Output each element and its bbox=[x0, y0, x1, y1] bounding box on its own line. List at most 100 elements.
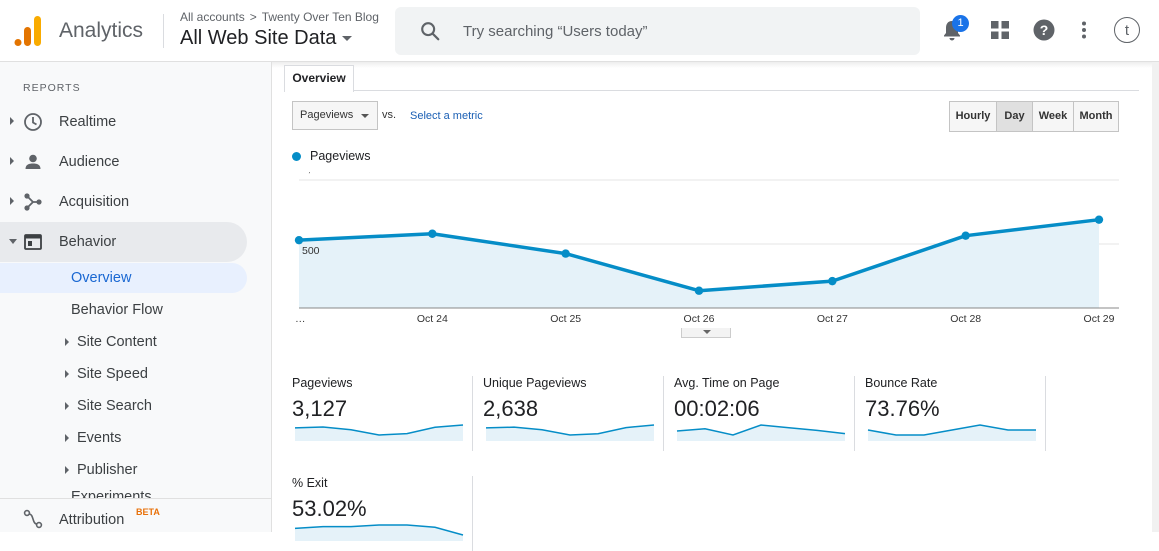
sidebar-sub-experiments[interactable]: Experiments bbox=[71, 489, 152, 498]
sub-item-label: Site Speed bbox=[77, 366, 148, 382]
person-icon bbox=[25, 154, 41, 169]
expand-arrow-icon bbox=[65, 370, 69, 378]
clock-icon bbox=[24, 113, 42, 131]
data-point bbox=[694, 286, 704, 295]
search-input[interactable] bbox=[463, 7, 903, 55]
x-tick-label: Oct 28 bbox=[950, 313, 981, 325]
metric-name: Bounce Rate bbox=[865, 376, 938, 390]
analytics-logo[interactable] bbox=[14, 16, 42, 46]
expand-arrow-icon bbox=[65, 338, 69, 346]
expand-arrow-icon bbox=[10, 157, 14, 165]
acquisition-icon bbox=[24, 193, 42, 211]
app-name: Analytics bbox=[59, 19, 144, 42]
sub-item-label: Behavior Flow bbox=[71, 302, 163, 318]
account-avatar[interactable]: t bbox=[1114, 17, 1140, 43]
sparkline-area bbox=[677, 425, 845, 441]
sidebar-item-label: Attribution bbox=[59, 512, 125, 528]
breadcrumb[interactable]: All accounts > Twenty Over Ten Blog bbox=[180, 10, 379, 24]
granularity-week[interactable]: Week bbox=[1032, 101, 1074, 132]
sparkline bbox=[676, 424, 846, 441]
sidebar-sub-site-speed[interactable]: Site Speed bbox=[0, 359, 247, 389]
notification-badge: 1 bbox=[952, 15, 969, 32]
view-selector[interactable]: All Web Site Data bbox=[180, 27, 353, 50]
metric-tile-pageviews[interactable]: Pageviews 3,127 bbox=[292, 376, 473, 451]
help-icon: ? bbox=[1033, 19, 1055, 41]
metric-dropdown[interactable]: Pageviews bbox=[292, 101, 378, 130]
sidebar-sub-overview[interactable]: Overview bbox=[0, 263, 247, 293]
sub-item-label: Site Search bbox=[77, 398, 152, 414]
tab-overview[interactable]: Overview bbox=[284, 65, 354, 92]
data-point bbox=[961, 231, 970, 240]
sparkline-line bbox=[485, 424, 655, 436]
data-point bbox=[428, 229, 437, 238]
expand-arrow-icon bbox=[65, 466, 69, 474]
metric-name: Avg. Time on Page bbox=[674, 376, 780, 390]
notifications-button[interactable]: 1 bbox=[938, 15, 969, 44]
sparkline bbox=[294, 424, 464, 441]
y-tick-label: 500 bbox=[302, 245, 320, 257]
pageviews-chart[interactable]: 1,000 500 … Oct 24 Oct 25 Oct 26 Oct 27 Oct 28 O… bbox=[272, 172, 1159, 342]
sidebar-sub-behavior-flow[interactable]: Behavior Flow bbox=[0, 295, 247, 325]
search-icon bbox=[421, 22, 440, 41]
more-options-button[interactable] bbox=[1070, 16, 1098, 44]
sidebar-sub-publisher[interactable]: Publisher bbox=[0, 455, 247, 485]
sidebar-sub-site-search[interactable]: Site Search bbox=[0, 391, 247, 421]
breadcrumb-property[interactable]: Twenty Over Ten Blog bbox=[261, 10, 379, 24]
caret-down-icon bbox=[703, 330, 711, 334]
data-point bbox=[294, 235, 304, 245]
metric-name: Pageviews bbox=[292, 376, 353, 390]
metric-value: 2,638 bbox=[483, 396, 539, 421]
sidebar-item-attribution[interactable]: Attribution BETA bbox=[0, 498, 271, 532]
collapse-arrow-icon bbox=[9, 239, 17, 244]
metric-value: 3,127 bbox=[292, 396, 348, 421]
sub-item-label: Publisher bbox=[77, 462, 138, 478]
sparkline-area bbox=[868, 425, 1036, 441]
sidebar-item-label: Audience bbox=[59, 154, 120, 170]
sparkline-line bbox=[676, 424, 846, 436]
sub-item-label: Overview bbox=[71, 270, 132, 286]
sidebar-item-realtime[interactable]: Realtime bbox=[0, 102, 247, 142]
sidebar-item-acquisition[interactable]: Acquisition bbox=[0, 182, 247, 222]
data-point bbox=[828, 276, 837, 286]
behavior-icon bbox=[24, 234, 42, 250]
avatar-letter: t bbox=[1124, 21, 1130, 39]
top-shadow bbox=[272, 62, 1159, 68]
sidebar-item-behavior[interactable]: Behavior bbox=[0, 222, 247, 262]
y-tick-label: 1,000 bbox=[302, 172, 328, 175]
metric-name: % Exit bbox=[292, 476, 328, 490]
sparkline-line bbox=[294, 424, 464, 436]
metric-dropdown-value: Pageviews bbox=[300, 109, 354, 121]
attribution-icon bbox=[23, 509, 43, 529]
select-metric-link[interactable]: Select a metric bbox=[410, 110, 483, 122]
header-divider bbox=[163, 14, 164, 48]
x-tick-label: Oct 27 bbox=[817, 313, 848, 325]
metric-tile-unique-pageviews[interactable]: Unique Pageviews 2,638 bbox=[483, 376, 664, 451]
sparkline bbox=[485, 424, 655, 441]
legend-label: Pageviews bbox=[310, 149, 371, 163]
metric-tile-bounce-rate[interactable]: Bounce Rate 73.76% bbox=[865, 376, 1046, 451]
caret-down-icon bbox=[342, 36, 353, 42]
metric-tile-avg-time-on-page[interactable]: Avg. Time on Page 00:02:06 bbox=[674, 376, 855, 451]
expand-arrow-icon bbox=[65, 402, 69, 410]
breadcrumb-accounts[interactable]: All accounts bbox=[180, 10, 245, 24]
expand-arrow-icon bbox=[65, 434, 69, 442]
series-area bbox=[299, 219, 1099, 308]
sub-item-label: Site Content bbox=[77, 334, 157, 350]
sidebar-item-label: Realtime bbox=[59, 114, 117, 130]
breadcrumb-separator: > bbox=[249, 10, 257, 24]
sidebar-sub-events[interactable]: Events bbox=[0, 423, 247, 453]
sidebar-sub-site-content[interactable]: Site Content bbox=[0, 327, 247, 357]
metric-tile-exit-rate[interactable]: % Exit 53.02% bbox=[292, 476, 473, 551]
granularity-hourly[interactable]: Hourly bbox=[949, 101, 997, 132]
search-bar[interactable] bbox=[395, 7, 920, 55]
sidebar-item-audience[interactable]: Audience bbox=[0, 142, 247, 182]
sidebar-item-label: Behavior bbox=[59, 234, 117, 250]
chart-resize-handle[interactable] bbox=[681, 328, 731, 338]
reports-section-label: REPORTS bbox=[23, 82, 81, 94]
granularity-day[interactable]: Day bbox=[996, 101, 1033, 132]
apps-button[interactable] bbox=[986, 16, 1014, 44]
help-button[interactable]: ? bbox=[1030, 16, 1058, 44]
expand-arrow-icon bbox=[10, 117, 14, 125]
granularity-month[interactable]: Month bbox=[1073, 101, 1119, 132]
scrollbar[interactable] bbox=[1152, 62, 1159, 532]
